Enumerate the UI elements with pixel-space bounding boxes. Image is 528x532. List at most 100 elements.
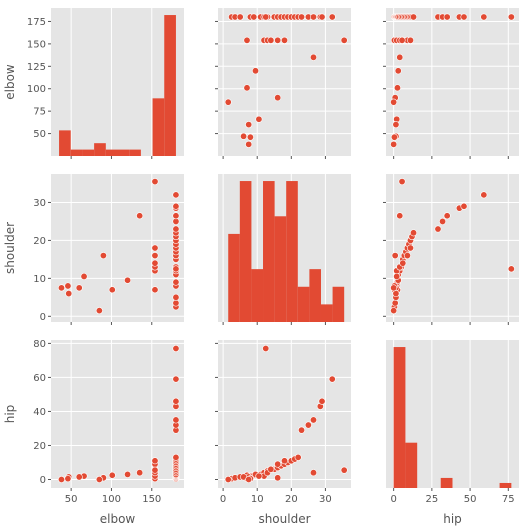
scatter-point — [406, 36, 414, 44]
scatter-point — [262, 13, 270, 21]
scatter-point — [172, 191, 180, 199]
panel-background — [218, 8, 351, 156]
scatter-point — [124, 470, 132, 478]
scatter-point — [398, 36, 406, 44]
panel-background — [51, 174, 184, 322]
scatter-point — [298, 426, 306, 434]
scatter-point — [396, 212, 404, 220]
scatter-point — [245, 475, 253, 483]
y-tick-label: 30 — [33, 198, 46, 209]
scatter-point — [245, 140, 253, 148]
scatter-point — [172, 375, 180, 383]
scatter-point — [391, 252, 399, 260]
x-axis-label-elbow: elbow — [100, 512, 136, 526]
x-axis-label-hip: hip — [443, 512, 462, 526]
scatter-point — [151, 286, 159, 294]
scatter-point — [309, 416, 317, 424]
x-tick-label: 20 — [285, 494, 298, 505]
scatter-point — [274, 474, 282, 482]
scatter-point — [240, 132, 248, 140]
x-tick-label: 75 — [502, 494, 515, 505]
y-tick-label: 0 — [40, 312, 46, 323]
scatter-point — [434, 225, 442, 233]
scatter-point — [298, 13, 306, 21]
scatter-point — [172, 293, 180, 301]
scatter-point — [75, 284, 83, 292]
scatter-point — [151, 244, 159, 252]
scatter-point — [172, 265, 180, 273]
hist-bar-shoulder — [239, 181, 252, 322]
scatter-point — [108, 471, 116, 479]
scatter-point — [151, 466, 159, 474]
scatter-point — [309, 53, 317, 61]
scatter-point — [396, 53, 404, 61]
scatter-point — [172, 212, 180, 220]
scatter-point — [246, 133, 254, 141]
x-axis-label-shoulder: shoulder — [258, 512, 310, 526]
scatter-point — [443, 13, 451, 21]
hist-bar-shoulder — [263, 181, 275, 322]
scatter-point — [172, 416, 180, 424]
x-tick-label: 25 — [425, 494, 438, 505]
x-tick-label: 10 — [251, 494, 264, 505]
scatter-point — [507, 265, 515, 273]
hist-bar-hip — [393, 347, 406, 488]
scatter-point — [172, 345, 180, 353]
scatter-point — [390, 133, 398, 141]
scatter-point — [172, 397, 180, 405]
scatter-point — [280, 36, 288, 44]
panel-background — [51, 340, 184, 488]
y-tick-label: 10 — [33, 274, 46, 285]
scatter-point — [439, 217, 447, 225]
scatter-point — [280, 457, 288, 465]
hist-bar-shoulder — [251, 269, 264, 322]
scatter-point — [507, 13, 515, 21]
scatter-point — [172, 453, 180, 461]
scatter-point — [80, 272, 88, 280]
y-tick-label: 0 — [40, 475, 46, 486]
hist-bar-hip — [405, 442, 418, 488]
scatter-point — [75, 473, 83, 481]
y-tick-label: 75 — [33, 107, 46, 118]
hist-bar-shoulder — [228, 233, 240, 322]
panel-background — [386, 8, 519, 156]
hist-bar-elbow — [82, 149, 95, 156]
scatter-point — [65, 290, 73, 298]
scatter-point — [480, 13, 488, 21]
scatter-point — [460, 13, 468, 21]
scatter-point — [393, 272, 401, 280]
scatter-point — [108, 286, 116, 294]
y-tick-label: 50 — [33, 129, 46, 140]
scatter-point — [480, 191, 488, 199]
y-axis-label-elbow: elbow — [3, 64, 17, 100]
scatter-point — [274, 94, 282, 102]
scatter-point — [318, 397, 326, 405]
scatter-point — [95, 475, 103, 483]
scatter-point — [136, 469, 144, 477]
hist-bar-shoulder — [309, 269, 321, 322]
y-tick-label: 150 — [27, 39, 46, 50]
scatter-point — [390, 140, 398, 148]
hist-bar-shoulder — [320, 304, 333, 322]
y-axis-label-hip: hip — [3, 405, 17, 424]
hist-bar-elbow — [59, 130, 71, 156]
scatter-point — [224, 475, 232, 483]
scatter-point — [410, 13, 418, 21]
scatter-point — [406, 244, 414, 252]
scatter-point — [274, 460, 282, 468]
panel-hip-vs-shoulder: 0 10 20 30 — [215, 340, 351, 505]
scatter-point — [340, 36, 348, 44]
y-tick-label: 60 — [33, 373, 46, 384]
scatter-point — [151, 457, 159, 465]
hist-bar-hip — [499, 482, 512, 488]
y-tick-label: 125 — [27, 62, 46, 73]
hist-bar-elbow — [117, 149, 130, 156]
hist-bar-elbow — [164, 15, 176, 156]
scatter-point — [57, 284, 65, 292]
scatter-point — [243, 36, 251, 44]
scatter-point — [172, 225, 180, 233]
scatter-point — [95, 307, 103, 315]
scatter-point — [294, 453, 302, 461]
y-tick-label: 175 — [27, 17, 46, 28]
hist-bar-hip — [440, 477, 453, 488]
